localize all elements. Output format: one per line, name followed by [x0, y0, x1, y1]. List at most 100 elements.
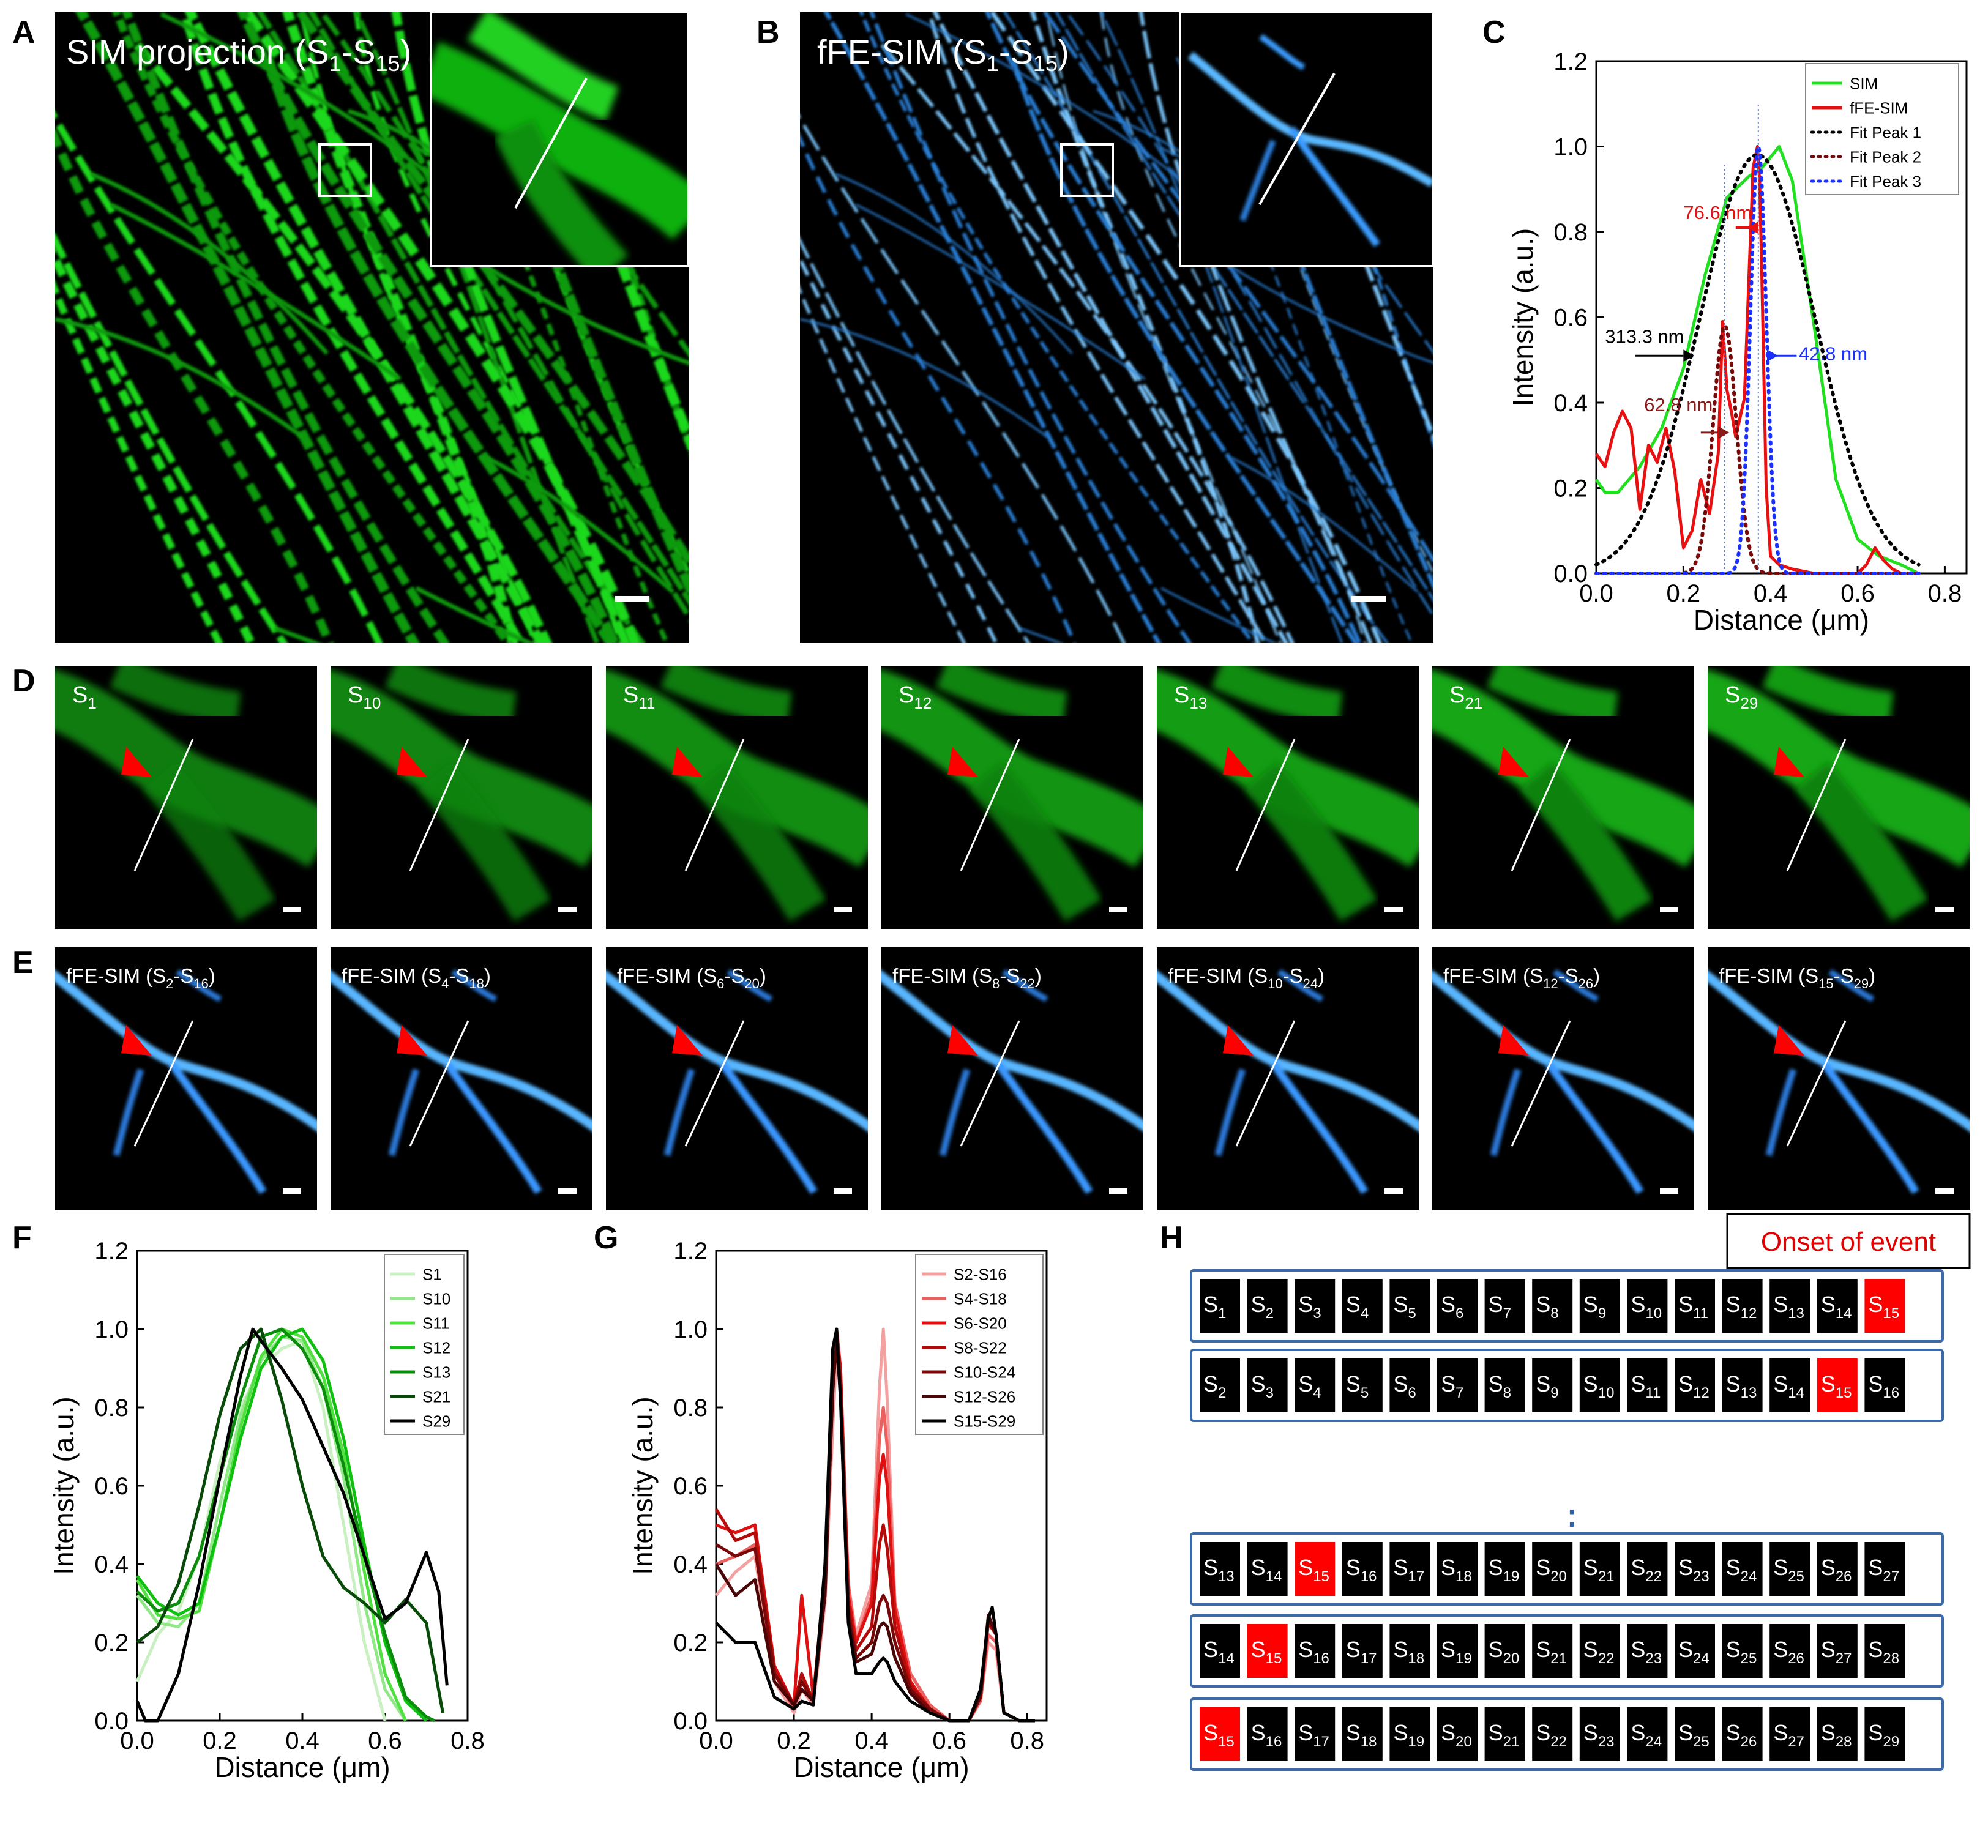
profile-line	[133, 1020, 194, 1147]
window-label: fFE-SIM (S10-S24)	[1168, 964, 1325, 991]
legend-label: S2-S16	[954, 1265, 1007, 1283]
panel-d-row: S1 S10 S11 S12 S13 S21 S29	[55, 666, 1970, 929]
red-arrow-icon	[1774, 1025, 1804, 1056]
x-tick-label: 0.2	[777, 1727, 811, 1754]
series-s15-s29	[715, 1327, 1035, 1723]
x-tick-label: 0.0	[1579, 580, 1613, 607]
panel-letter-c: C	[1482, 15, 1506, 50]
frame-cell	[1484, 1358, 1525, 1412]
legend-label: Fit Peak 3	[1850, 172, 1921, 190]
tile-sim-frame: S29	[1708, 666, 1970, 929]
y-axis-label: Intensity (a.u.)	[627, 1396, 659, 1574]
frame-cell	[1295, 1358, 1336, 1412]
frame-cell-label: S4	[1298, 1371, 1321, 1401]
panel-letter-f: F	[12, 1220, 32, 1256]
frame-cell	[1864, 1542, 1905, 1596]
y-tick-label: 0.4	[673, 1551, 708, 1578]
arrow-head-icon	[1747, 222, 1758, 234]
legend-label: S1	[422, 1265, 442, 1283]
frame-cell	[1817, 1279, 1858, 1333]
y-tick-label: 1.2	[673, 1238, 708, 1265]
chart-g: 0.0 0.2 0.4 0.6 0.8 1.0 1.2 0.0 0.2 0.4 0.6 0.8 Dist…	[627, 1238, 1048, 1783]
frame-cell	[1769, 1624, 1810, 1678]
x-tick-label: 0.8	[1928, 580, 1962, 607]
profile-line	[1511, 739, 1571, 871]
frame-cell-label: S22	[1583, 1637, 1615, 1667]
scale-bar	[1384, 1188, 1403, 1194]
scale-bar	[1351, 596, 1386, 602]
frame-cell-label: S18	[1441, 1555, 1472, 1585]
frame-cell	[1627, 1358, 1668, 1412]
frame-cell	[1532, 1358, 1573, 1412]
x-tick-label: 0.6	[368, 1727, 402, 1754]
x-tick-label: 0.6	[932, 1727, 966, 1754]
frame-cell-label: S3	[1251, 1371, 1274, 1401]
frame-cell-label: S25	[1678, 1720, 1710, 1750]
y-tick-label: 1.0	[94, 1316, 129, 1343]
legend-label: Fit Peak 1	[1850, 123, 1921, 141]
series-fit-peak-2	[1594, 324, 1921, 575]
frame-cell-event	[1247, 1624, 1288, 1678]
tile-sim-frame: S13	[1157, 666, 1419, 929]
frame-cell	[1437, 1358, 1478, 1412]
panel-letter-g: G	[594, 1220, 618, 1256]
legend: S1 S10 S11 S12 S13 S21 S29	[384, 1254, 465, 1435]
scale-bar	[834, 1188, 852, 1194]
window-label: fFE-SIM (S8-S22)	[892, 964, 1042, 991]
frame-cell	[1627, 1707, 1668, 1761]
onset-label-box	[1726, 1213, 1971, 1269]
frame-cell-label: S28	[1821, 1720, 1852, 1750]
annotation-fwhm-peak3: 42.8 nm	[1799, 343, 1867, 364]
frame-cell	[1769, 1707, 1810, 1761]
y-tick-label: 0.0	[94, 1708, 129, 1735]
frame-cell	[1675, 1358, 1715, 1412]
window-label: fFE-SIM (S6-S20)	[617, 964, 766, 991]
profile-line	[960, 739, 1020, 871]
frame-cell	[1627, 1624, 1668, 1678]
frame-cell-label: S19	[1393, 1720, 1424, 1750]
frame-cell-label: S14	[1821, 1292, 1852, 1322]
frame-cell-label: S21	[1489, 1720, 1520, 1750]
tile-ffe-sim-window: fFE-SIM (S6-S20)	[606, 947, 868, 1210]
series-fit-peak-3	[1594, 144, 1921, 575]
y-tick-label: 0.6	[1553, 305, 1588, 332]
frame-cell	[1864, 1624, 1905, 1678]
frame-cell	[1675, 1279, 1715, 1333]
y-tick-label: 0.0	[1553, 561, 1588, 587]
profile-line	[1511, 1020, 1571, 1147]
frame-cell-label: S23	[1678, 1555, 1710, 1585]
frame-cell	[1532, 1542, 1573, 1596]
frame-cell-label: S8	[1489, 1371, 1511, 1401]
frame-cell-label: S5	[1346, 1371, 1369, 1401]
frame-cell	[1675, 1542, 1715, 1596]
frame-cell	[1817, 1624, 1858, 1678]
legend-label: S12-S26	[954, 1387, 1015, 1406]
scale-bar	[1109, 907, 1127, 912]
frame-cell	[1389, 1358, 1430, 1412]
profile-line	[684, 739, 745, 871]
frame-cell	[1437, 1624, 1478, 1678]
series-s13	[136, 1327, 436, 1723]
frame-cell	[1389, 1279, 1430, 1333]
frame-cell-label: S15	[1821, 1371, 1852, 1401]
profile-line	[409, 1020, 469, 1147]
roi-box	[318, 143, 372, 197]
frame-cell-event	[1864, 1279, 1905, 1333]
frame-cell-label: S2	[1203, 1371, 1226, 1401]
legend-label: S29	[422, 1412, 450, 1430]
frame-cell-label: S18	[1346, 1720, 1377, 1750]
frame-cell	[1675, 1624, 1715, 1678]
frame-cell	[1817, 1542, 1858, 1596]
frame-cell	[1342, 1542, 1383, 1596]
frame-cell	[1484, 1707, 1525, 1761]
frame-cell-label: S21	[1536, 1637, 1567, 1667]
scale-bar	[283, 907, 301, 912]
tile-ffe-sim-window: fFE-SIM (S15-S29)	[1708, 947, 1970, 1210]
red-arrow-icon	[1223, 1025, 1254, 1056]
frame-cell	[1627, 1279, 1668, 1333]
red-arrow-icon	[397, 1025, 427, 1056]
frame-cell-label: S15	[1868, 1292, 1899, 1322]
series-s11	[135, 1327, 408, 1722]
x-tick-label: 0.4	[854, 1727, 889, 1754]
frame-cell	[1817, 1707, 1858, 1761]
